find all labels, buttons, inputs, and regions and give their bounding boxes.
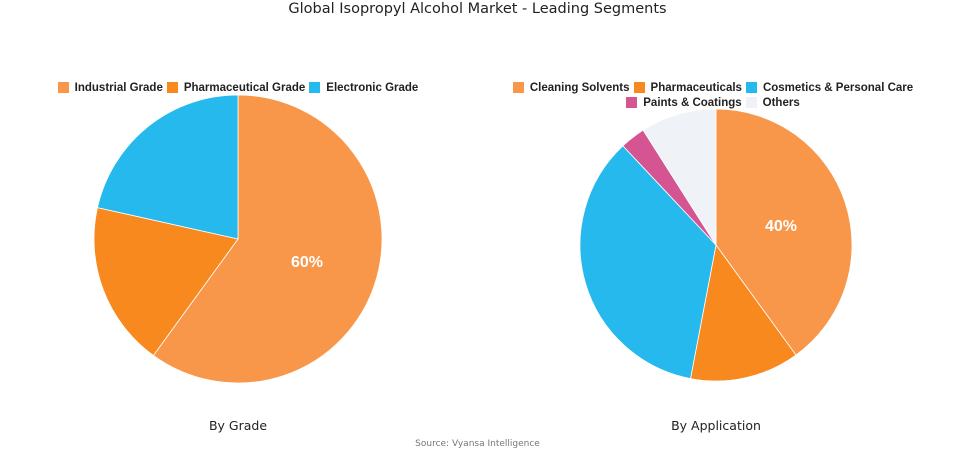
slice-percent-label: 40%: [765, 218, 797, 235]
legend-item-pharmaceutical-grade[interactable]: Pharmaceutical Grade: [166, 82, 305, 94]
legend-item-paints-coatings[interactable]: Paints & Coatings: [626, 97, 742, 109]
legend-item-electronic-grade[interactable]: Electronic Grade: [309, 82, 418, 94]
legend-swatch: [166, 82, 178, 93]
pie-slice-others[interactable]: [642, 108, 717, 247]
pie-slice-pharmaceutical-grade[interactable]: [93, 207, 239, 357]
pie-slice-pharmaceuticals[interactable]: [690, 244, 797, 382]
legend-swatch: [57, 82, 69, 93]
legend-swatch: [512, 82, 524, 93]
subtitle-by-application: By Application: [671, 418, 761, 433]
legend-item-pharmaceuticals[interactable]: Pharmaceuticals: [633, 82, 742, 94]
chart-title: Global Isopropyl Alcohol Market - Leadin…: [288, 1, 667, 17]
pie-slice-electronic-grade[interactable]: [96, 94, 239, 240]
pie-slice-cleaning-solvents[interactable]: [715, 108, 853, 356]
subtitle-by-grade: By Grade: [208, 418, 268, 433]
legend-item-industrial-grade[interactable]: Industrial Grade: [57, 82, 163, 94]
legend-swatch: [745, 82, 757, 93]
pie-slice-cosmetics-personal-care[interactable]: [579, 145, 717, 380]
legend-item-cleaning-solvents[interactable]: Cleaning Solvents: [512, 82, 630, 94]
legend-swatch: [745, 97, 757, 108]
legend-swatch: [626, 97, 638, 108]
legend-item-cosmetics[interactable]: Cosmetics & Personal Care: [745, 82, 913, 94]
legend-grade: Industrial Grade Pharmaceutical Grade El…: [30, 80, 450, 95]
legend-application: Cleaning Solvents Pharmaceuticals Cosmet…: [505, 80, 925, 110]
legend-swatch: [309, 82, 321, 93]
slice-percent-label: 60%: [291, 254, 323, 271]
pie-chart-grade: 60%: [93, 94, 383, 384]
legend-swatch: [633, 82, 645, 93]
source-note: Source: Vyansa Intelligence: [415, 439, 540, 449]
pie-slice-industrial-grade[interactable]: [152, 94, 383, 384]
legend-item-others[interactable]: Others: [745, 97, 800, 109]
